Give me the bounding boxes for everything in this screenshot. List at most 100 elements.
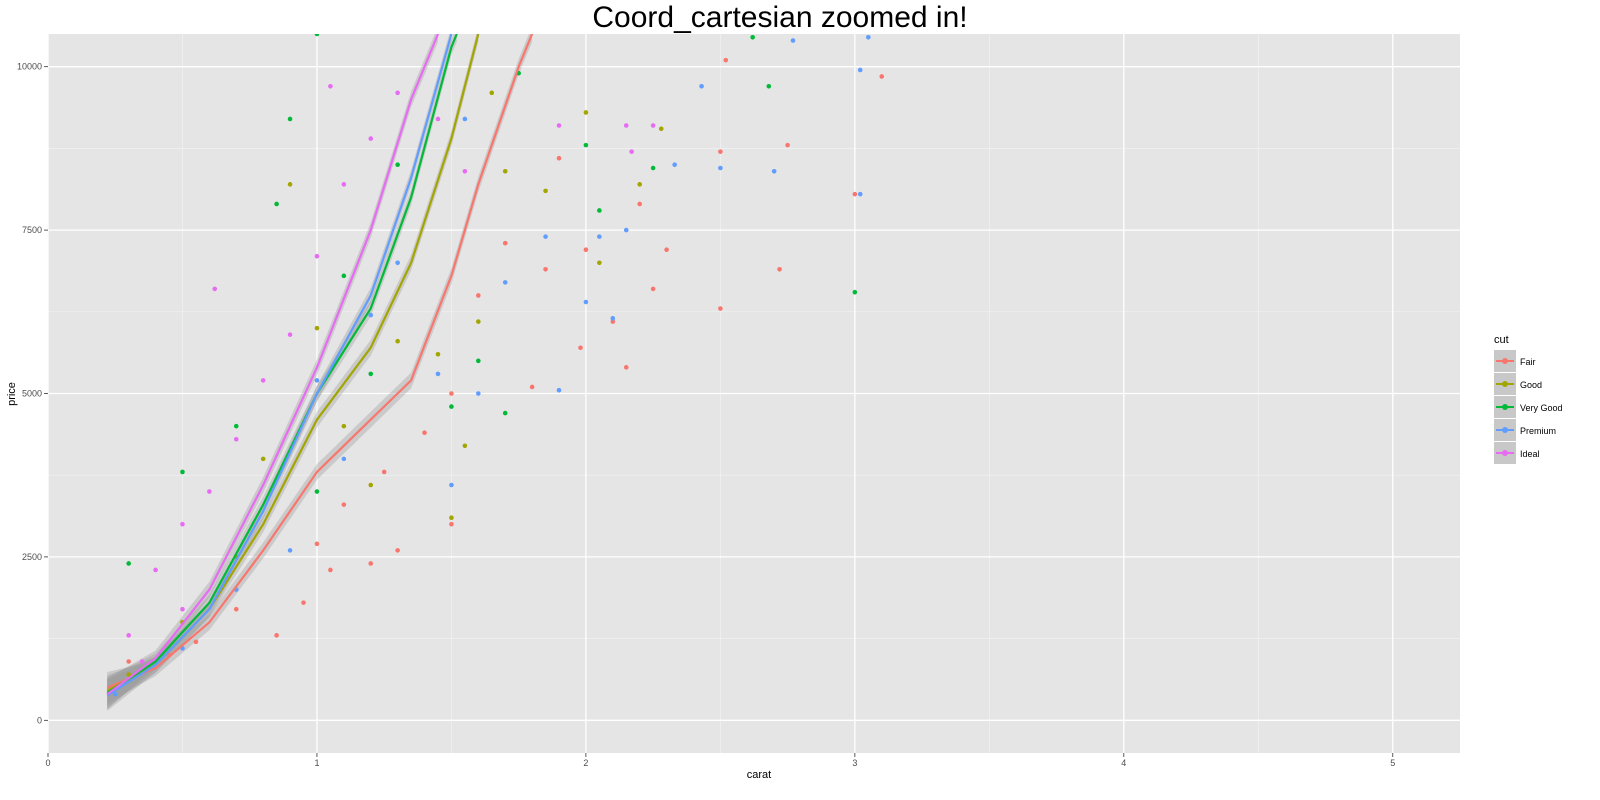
point-very-good: [287, 116, 293, 122]
point-premium: [502, 280, 508, 285]
point-ideal: [328, 83, 333, 89]
point-good: [314, 325, 320, 331]
x-tick-label: 2: [583, 758, 588, 768]
point-fair: [879, 74, 885, 79]
point-good: [435, 351, 441, 357]
point-very-good: [314, 34, 320, 37]
point-premium: [610, 316, 616, 321]
legend-items: Fair Good Very Good Premium Ideal: [1494, 350, 1563, 465]
point-fair: [637, 201, 642, 207]
point-fair: [476, 293, 481, 298]
point-good: [476, 319, 481, 324]
legend-key-dot: [1502, 358, 1508, 364]
legend-key-good: [1494, 373, 1516, 396]
legend-label-good: Good: [1520, 379, 1543, 390]
point-fair: [777, 267, 782, 272]
legend-key-fair: [1494, 350, 1516, 373]
legend-item-fair: Fair: [1494, 350, 1563, 373]
x-tick-label: 0: [45, 758, 50, 768]
point-premium: [476, 391, 481, 396]
point-fair: [578, 345, 583, 351]
point-fair: [556, 155, 562, 161]
legend-label-ideal: Ideal: [1520, 448, 1540, 459]
legend-key-ideal: [1494, 442, 1516, 465]
point-very-good: [395, 162, 400, 168]
point-very-good: [274, 201, 279, 207]
legend: cut Fair Good Very Good Premium Ideal: [1494, 334, 1563, 465]
legend-key-dot: [1502, 381, 1508, 387]
point-ideal: [629, 149, 634, 154]
point-premium: [583, 299, 589, 305]
point-ideal: [180, 521, 185, 527]
y-tick-label: 0: [37, 715, 42, 725]
point-very-good: [597, 208, 602, 213]
point-ideal: [233, 436, 239, 442]
point-fair: [650, 286, 656, 292]
x-tick-label: 4: [1121, 758, 1126, 768]
point-premium: [449, 482, 454, 488]
point-premium: [790, 38, 796, 43]
legend-item-ideal: Ideal: [1494, 442, 1563, 465]
point-fair: [718, 149, 723, 154]
point-premium: [341, 456, 347, 462]
point-good: [543, 188, 548, 194]
y-tick-label: 2500: [22, 552, 42, 562]
point-good: [502, 168, 508, 174]
point-ideal: [207, 489, 212, 494]
point-ideal: [650, 123, 656, 128]
point-premium: [699, 83, 704, 89]
y-axis-title: price: [6, 382, 18, 406]
point-fair: [341, 502, 347, 507]
point-fair: [529, 384, 535, 390]
legend-key-dot: [1502, 404, 1508, 410]
y-tick-label: 5000: [22, 389, 42, 399]
point-very-good: [852, 289, 858, 295]
point-very-good: [233, 423, 239, 429]
legend-item-good: Good: [1494, 373, 1563, 396]
point-fair: [274, 633, 279, 638]
point-fair: [381, 469, 387, 475]
point-good: [637, 182, 642, 187]
point-ideal: [341, 182, 347, 187]
smooth-line-premium: [106, 34, 453, 697]
point-fair: [422, 430, 427, 436]
point-ideal: [126, 633, 131, 638]
point-very-good: [341, 273, 347, 279]
point-fair: [449, 391, 454, 396]
point-fair: [233, 606, 239, 612]
legend-key-very-good: [1494, 396, 1516, 419]
legend-key-dot: [1502, 450, 1508, 456]
point-premium: [462, 116, 468, 122]
legend-item-premium: Premium: [1494, 419, 1563, 442]
x-axis-ticks: 0 1 2 3 4 5: [45, 753, 1395, 768]
point-good: [658, 126, 664, 132]
point-fair: [543, 267, 548, 272]
point-very-good: [368, 371, 374, 377]
point-fair: [502, 240, 508, 246]
point-premium: [857, 67, 863, 73]
point-good: [126, 672, 131, 677]
point-premium: [314, 378, 320, 383]
point-premium: [718, 165, 723, 171]
point-very-good: [314, 489, 320, 494]
minor-gridlines: [48, 34, 1460, 753]
point-premium: [597, 234, 602, 239]
x-axis-title: carat: [747, 769, 771, 781]
point-good: [395, 338, 400, 344]
point-very-good: [180, 469, 185, 475]
point-fair: [193, 639, 199, 645]
point-ideal: [139, 659, 145, 664]
point-premium: [672, 162, 677, 168]
legend-label-premium: Premium: [1520, 425, 1557, 436]
point-premium: [866, 34, 871, 40]
point-good: [449, 515, 454, 520]
point-fair: [785, 142, 790, 148]
legend-label-fair: Fair: [1520, 356, 1536, 367]
point-very-good: [650, 165, 656, 171]
point-ideal: [153, 567, 158, 573]
point-premium: [395, 260, 400, 266]
point-very-good: [750, 34, 755, 40]
point-ideal: [368, 136, 374, 141]
chart-title: Coord_cartesian zoomed in!: [592, 1, 968, 34]
point-fair: [449, 521, 454, 527]
